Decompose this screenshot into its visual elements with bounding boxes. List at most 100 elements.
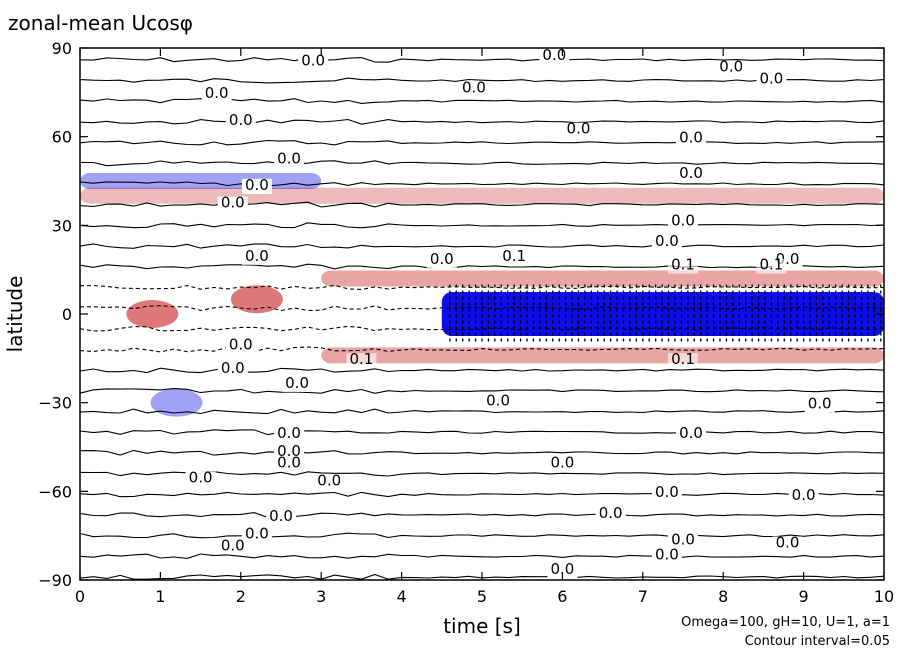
contour-label-bg — [426, 252, 457, 268]
contour-label-bg — [241, 178, 272, 194]
contour-line — [79, 139, 885, 146]
contour-label: 0.0 — [229, 335, 253, 353]
contour-label: 0.0 — [277, 149, 301, 167]
contour-line — [79, 118, 885, 125]
y-tick-label: −90 — [38, 571, 72, 590]
contour-label-layer: 0.0 0.00.00.00.00.00.0 0.0 0.00.00.00.00.00… — [185, 46, 835, 579]
contour-label-bg — [804, 397, 835, 413]
contour-line — [79, 532, 885, 539]
contour-label-bg — [241, 527, 272, 543]
contour-label: 0.0 — [679, 164, 703, 182]
contour-label: 0.0 — [655, 545, 679, 563]
y-tick-label: 0 — [62, 305, 72, 324]
contour-label-bg — [716, 60, 747, 76]
y-tick-label: 90 — [52, 39, 72, 58]
contour-label: 0.1 — [502, 247, 526, 265]
contour-line — [79, 284, 885, 291]
contour-label-bg — [676, 427, 707, 443]
x-tick-label: 6 — [557, 587, 567, 606]
contour-label: 0.0 — [245, 247, 269, 265]
y-tick-label: 60 — [52, 128, 72, 147]
contour-label: 0.0 — [792, 486, 816, 504]
contour-line — [79, 512, 885, 518]
contour-label-bg — [499, 249, 530, 265]
contour-label-bg — [274, 152, 305, 168]
contour-label-bg — [651, 548, 682, 564]
contour-label: 0.0 — [679, 424, 703, 442]
contour-label-bg — [314, 474, 345, 490]
contour-line — [79, 553, 885, 559]
contour-label: 0.0 — [550, 560, 574, 578]
contour-label-bg — [217, 196, 248, 212]
contour-line — [79, 346, 885, 353]
contour-label-bg — [788, 489, 819, 505]
contour-label: 0.0 — [277, 454, 301, 472]
contour-label-bg — [483, 394, 514, 410]
contour-label: 0.1 — [349, 350, 373, 368]
y-axis-label: latitude — [3, 276, 27, 353]
x-tick-label: 5 — [477, 587, 487, 606]
contour-line — [79, 429, 885, 436]
contour-line — [79, 222, 885, 229]
contour-label-bg — [274, 456, 305, 472]
y-tick-label: −60 — [38, 482, 72, 501]
contour-label-bg — [547, 563, 578, 579]
contour-line — [79, 408, 885, 415]
contour-label: 0.0 — [486, 392, 510, 410]
contour-label: 0.0 — [550, 454, 574, 472]
contour-label-bg — [241, 249, 272, 265]
contour-label: 0.0 — [719, 58, 743, 76]
contour-label: 0.0 — [317, 471, 341, 489]
shaded-band — [321, 270, 884, 287]
chart-title: zonal-mean Ucosφ — [8, 11, 193, 35]
contour-label: 0.0 — [221, 194, 245, 212]
x-tick-label: 4 — [397, 587, 407, 606]
plot-area: 0.0 0.00.00.00.00.00.0 0.0 0.00.00.00.00.00… — [79, 46, 885, 581]
shaded-band — [80, 173, 322, 189]
contour-line — [79, 491, 885, 498]
contour-label-bg — [595, 506, 626, 522]
y-tick-label: 30 — [52, 216, 72, 235]
x-tick-label: 1 — [155, 587, 165, 606]
contour-line — [79, 263, 885, 270]
shaded-blob — [126, 300, 179, 328]
contour-label-bg — [756, 258, 787, 274]
contour-label: 0.0 — [245, 525, 269, 543]
contour-label: 0.0 — [567, 120, 591, 138]
contour-label: 0.0 — [221, 536, 245, 554]
contour-label-bg — [668, 214, 698, 230]
contour-line — [79, 181, 885, 187]
contour-label: 0.0 — [205, 84, 229, 102]
contour-label-bg — [651, 235, 682, 251]
contour-label-bg — [185, 471, 216, 487]
contour-label: 0.0 — [776, 533, 800, 551]
contour-label: 0.0 — [301, 52, 325, 70]
contour-label-bg — [668, 353, 698, 369]
shaded-blob — [150, 388, 203, 417]
shaded-band — [321, 347, 884, 364]
contour-line — [79, 367, 885, 374]
contour-label-bg — [458, 81, 489, 97]
contour-label-bg — [563, 122, 594, 138]
parameters-note: Omega=100, gH=10, U=1, a=1 — [681, 615, 890, 630]
contour-line — [79, 449, 885, 456]
contour-layer — [79, 57, 885, 580]
contour-label: 0.0 — [679, 129, 703, 147]
shaded-blob — [230, 285, 283, 314]
contour-label: 0.0 — [542, 46, 566, 64]
x-tick-label: 10 — [874, 587, 894, 606]
contour-label-bg — [756, 72, 787, 88]
contour-line — [80, 160, 885, 167]
contour-label-bg — [547, 456, 578, 472]
contour-label-bg — [274, 427, 305, 443]
contour-line — [79, 388, 885, 394]
x-tick-label: 2 — [236, 587, 246, 606]
x-tick-label: 0 — [75, 587, 85, 606]
contour-label-bg — [668, 258, 698, 274]
contour-label: 0.0 — [269, 507, 293, 525]
contour-label: 0.1 — [760, 256, 784, 274]
x-tick-label: 3 — [316, 587, 326, 606]
contour-line — [79, 77, 885, 84]
contour-label: 0.0 — [221, 359, 245, 377]
